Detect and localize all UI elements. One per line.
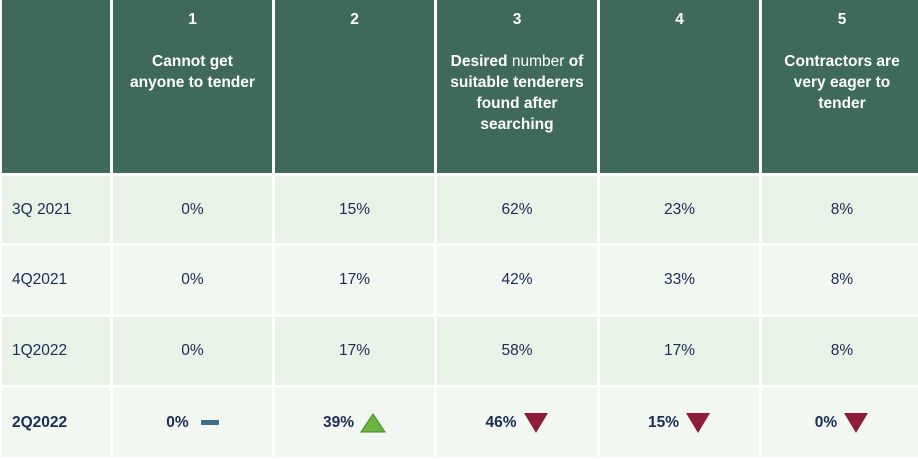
row-4-col-4-value: 15% <box>647 413 680 431</box>
row-4-col-1: 0% <box>113 388 272 457</box>
header-col-4-number: 4 <box>675 11 684 28</box>
row-3-period: 1Q2022 <box>2 317 110 385</box>
header-col-3-label-light: number <box>511 53 565 70</box>
row-1-col-4: 23% <box>600 176 759 243</box>
row-1-col-2: 15% <box>275 176 434 243</box>
row-2-col-1: 0% <box>113 246 272 314</box>
down-triangle-icon <box>523 412 548 433</box>
row-3-col-2: 17% <box>275 317 434 385</box>
row-4-col-5-value: 0% <box>814 413 838 431</box>
row-4-col-2: 39% <box>275 388 434 457</box>
header-col-4: 4 <box>600 0 759 173</box>
row-1-col-5: 8% <box>762 176 918 243</box>
header-col-3-number: 3 <box>512 11 522 28</box>
row-2-col-4: 33% <box>600 246 759 314</box>
header-col-3-label-tail: of suitable tenderers found after search… <box>450 53 584 133</box>
down-triangle-icon <box>844 412 869 433</box>
header-col-3-label: Desired number of suitable tenderers fou… <box>447 51 587 135</box>
header-col-3-label-bold: Desired <box>450 53 512 70</box>
up-triangle-icon <box>360 412 386 432</box>
header-col-5-label: Contractors are very eager to tender <box>784 53 900 112</box>
header-col-1: 1 Cannot get anyone to tender <box>113 0 272 173</box>
row-3-col-1: 0% <box>113 317 272 385</box>
row-3-col-3: 58% <box>437 317 597 385</box>
down-triangle-icon <box>686 412 711 433</box>
header-col-1-number: 1 <box>188 11 197 28</box>
row-4-col-3: 46% <box>437 388 597 457</box>
row-4-col-5: 0% <box>762 388 918 457</box>
row-4-period: 2Q2022 <box>2 388 110 457</box>
row-1-col-1: 0% <box>113 176 272 243</box>
header-col-2-number: 2 <box>350 11 359 28</box>
header-corner <box>2 0 110 173</box>
row-2-col-3: 42% <box>437 246 597 314</box>
header-col-2: 2 <box>275 0 434 173</box>
row-3-col-5: 8% <box>762 317 918 385</box>
header-col-5-number: 5 <box>837 11 847 28</box>
row-4-col-1-value: 0% <box>166 413 189 431</box>
row-1-period: 3Q 2021 <box>2 176 110 243</box>
row-4-col-4: 15% <box>600 388 759 457</box>
header-col-1-label: Cannot get anyone to tender <box>130 53 255 91</box>
row-1-col-3: 62% <box>437 176 597 243</box>
row-2-col-5: 8% <box>762 246 918 314</box>
row-3-col-4: 17% <box>600 317 759 385</box>
row-4-col-2-value: 39% <box>322 413 355 431</box>
header-col-3: 3 Desired number of suitable tenderers f… <box>437 0 597 173</box>
row-4-col-3-value: 46% <box>485 413 517 431</box>
row-2-col-2: 17% <box>275 246 434 314</box>
header-col-5: 5 Contractors are very eager to tender <box>762 0 918 173</box>
flat-dash-icon <box>200 420 219 425</box>
row-2-period: 4Q2021 <box>2 246 110 314</box>
